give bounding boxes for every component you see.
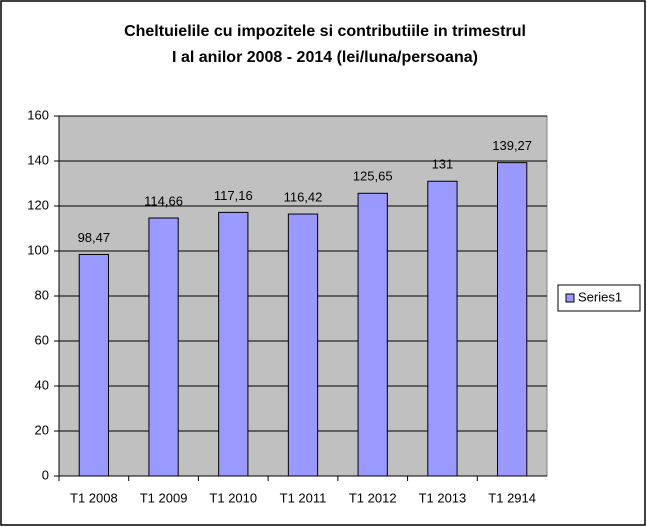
bar — [497, 162, 528, 477]
y-tick-label: 60 — [35, 332, 49, 347]
data-label: 98,47 — [78, 230, 111, 245]
x-tick-label: T1 2011 — [280, 490, 327, 505]
x-tick-label: T1 2010 — [209, 490, 257, 505]
bar — [78, 253, 109, 477]
data-label: 114,66 — [144, 193, 183, 208]
x-tick-label: T1 2009 — [140, 490, 188, 505]
data-label: 131 — [432, 157, 454, 172]
y-tick-label: 20 — [35, 422, 49, 437]
y-tick-label: 120 — [27, 197, 49, 212]
y-tick-label: 140 — [27, 152, 49, 167]
data-label: 125,65 — [353, 169, 393, 184]
y-tick-label: 80 — [35, 287, 49, 302]
chart-title: I al anilor 2008 - 2014 (lei/luna/persoa… — [172, 49, 478, 66]
bar — [287, 213, 319, 477]
x-tick-label: T1 2012 — [349, 490, 397, 505]
data-label: 116,42 — [284, 189, 323, 204]
x-tick-label: T1 2008 — [70, 490, 118, 505]
x-tick-label: T1 2013 — [419, 490, 467, 505]
data-label: 139,27 — [492, 138, 532, 153]
legend-swatch — [565, 293, 575, 303]
y-tick-label: 100 — [27, 242, 49, 257]
y-tick-label: 40 — [35, 377, 49, 392]
legend-label: Series1 — [578, 289, 622, 304]
chart-title: Cheltuielile cu impozitele si contributi… — [124, 23, 526, 40]
y-tick-label: 0 — [42, 467, 49, 482]
data-label: 117,16 — [214, 188, 253, 203]
bar — [427, 180, 458, 477]
bar — [218, 211, 249, 477]
bar — [357, 192, 388, 477]
y-tick-label: 160 — [27, 107, 49, 122]
x-tick-label: T1 2914 — [488, 490, 536, 505]
bar — [148, 217, 179, 477]
